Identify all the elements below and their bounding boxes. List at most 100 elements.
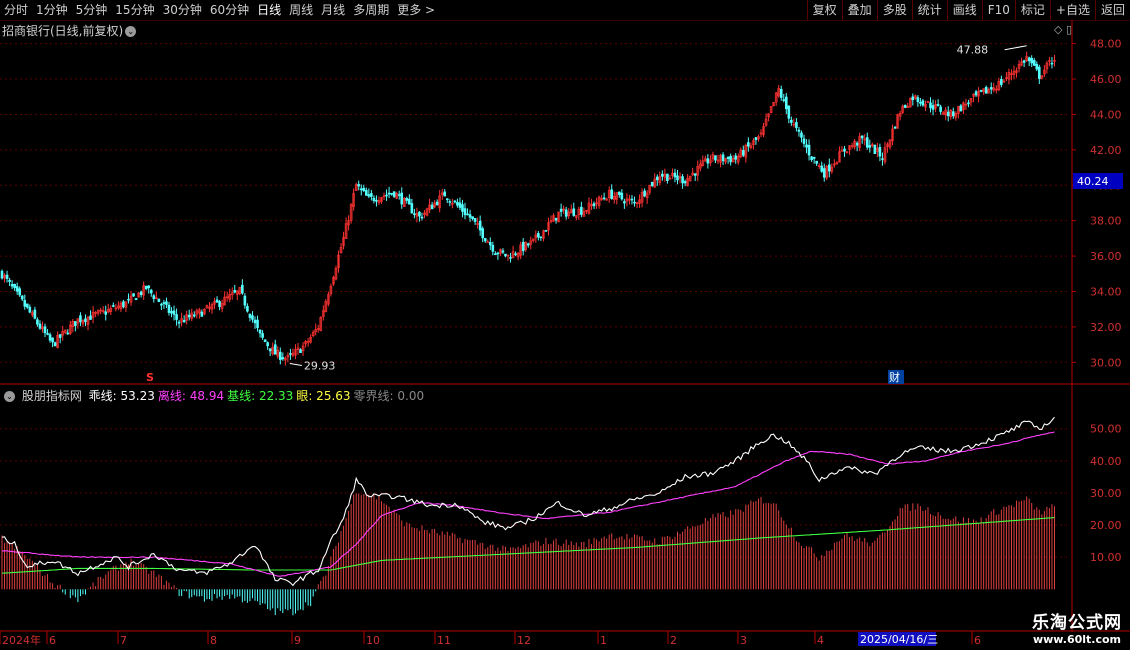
candle-body <box>281 357 285 360</box>
tab-10[interactable]: 更多 > <box>397 3 436 17</box>
candle-body <box>557 211 560 223</box>
tab-4[interactable]: 30分钟 <box>162 3 202 17</box>
candle-body <box>1030 57 1034 64</box>
candle-body <box>405 198 409 201</box>
candle-body <box>352 193 355 207</box>
tab-8[interactable]: 月线 <box>321 3 346 17</box>
candle-body <box>160 303 163 306</box>
candle-body <box>445 198 449 201</box>
candle-body <box>903 104 907 108</box>
candle-body <box>954 113 958 118</box>
candle-body <box>539 236 543 239</box>
candle-body <box>79 315 82 323</box>
indicator-legend-1: 离线: 48.94 <box>157 389 225 403</box>
candle-body <box>28 306 32 313</box>
candle-body <box>559 208 563 212</box>
candle-body <box>1035 63 1039 70</box>
toolbar-button-7[interactable]: +自选 <box>1049 0 1095 20</box>
candle-body <box>741 150 745 156</box>
candle-body <box>944 109 947 116</box>
diamond-icon[interactable]: ◇ <box>1053 23 1063 36</box>
low-label-arrow <box>289 363 302 367</box>
indicator-dropdown-icon[interactable]: ⌄ <box>4 391 15 402</box>
tab-2[interactable]: 5分钟 <box>75 3 108 17</box>
tab-1[interactable]: 1分钟 <box>36 3 68 17</box>
candle-body <box>304 341 307 345</box>
dropdown-circle-icon[interactable]: ⌄ <box>125 26 137 37</box>
toolbar-button-4[interactable]: 画线 <box>946 0 982 20</box>
candle-body <box>251 315 254 320</box>
candle-body <box>678 176 682 179</box>
candle-body <box>719 154 722 163</box>
candle-body <box>1038 66 1041 79</box>
candle-body <box>504 253 507 257</box>
candle-body <box>888 139 892 148</box>
candle-body <box>577 208 581 216</box>
candle-body <box>683 181 687 184</box>
top-toolbar: 分时 1分钟 5分钟 15分钟 30分钟 60分钟 日线 周线 月线 多周期 更多 > 复权 叠加 多股… <box>0 0 1130 21</box>
candle-body <box>491 244 495 252</box>
candle-body <box>931 105 935 110</box>
candle-body <box>225 296 229 299</box>
candle-body <box>977 90 980 97</box>
candle-body <box>1012 71 1016 75</box>
x-axis-label: 1 <box>600 634 607 647</box>
candle-body <box>347 220 350 226</box>
candle-body <box>648 184 651 193</box>
candle-body <box>380 197 383 202</box>
tab-7[interactable]: 周线 <box>289 3 314 17</box>
candle-body <box>314 329 318 333</box>
tab-6[interactable]: 日线 <box>257 3 282 17</box>
candle-body <box>795 122 798 129</box>
high-label-arrow <box>1004 45 1027 51</box>
candle-body <box>615 192 619 200</box>
candle-body <box>13 283 16 289</box>
tab-0[interactable]: 分时 <box>4 3 29 17</box>
candle-body <box>714 155 717 161</box>
candle-body <box>676 175 679 181</box>
candle-body <box>762 126 765 136</box>
tab-3[interactable]: 15分钟 <box>115 3 155 17</box>
pin-icon[interactable]: ▯ <box>1065 23 1072 36</box>
main-y-tick-label: 38.00 <box>1090 215 1122 228</box>
candle-body <box>640 192 644 203</box>
candle-body <box>949 109 953 118</box>
candle-body <box>744 144 748 158</box>
chart-canvas[interactable]: 48.00 46.00 44.00 42.00 40.00 38.00 36.00 34.00… <box>0 20 1130 650</box>
candle-body <box>129 295 133 303</box>
candle-body <box>223 296 226 306</box>
toolbar-button-8[interactable]: 返回 <box>1094 0 1130 20</box>
candle-body <box>170 310 173 314</box>
toolbar-button-3[interactable]: 统计 <box>911 0 947 20</box>
candle-body <box>901 105 904 113</box>
candle-body <box>592 203 596 207</box>
candle-body <box>486 241 490 244</box>
candle-body <box>20 295 24 300</box>
toolbar-button-6[interactable]: 标记 <box>1014 0 1050 20</box>
signal-s-marker: S <box>146 371 154 384</box>
candle-body <box>820 165 824 172</box>
candle-body <box>499 249 502 254</box>
candle-body <box>1040 75 1044 79</box>
candle-body <box>494 253 497 256</box>
tab-5[interactable]: 60分钟 <box>209 3 250 17</box>
toolbar-button-0[interactable]: 复权 <box>806 0 842 20</box>
candle-body <box>914 95 917 99</box>
candle-body <box>149 289 153 294</box>
toolbar-button-2[interactable]: 多股 <box>876 0 912 20</box>
cursor-date-bg <box>858 632 936 646</box>
toolbar-button-1[interactable]: 叠加 <box>841 0 877 20</box>
candle-body <box>248 313 252 318</box>
candle-body <box>726 156 730 160</box>
candle-body <box>291 352 295 356</box>
tab-9[interactable]: 多周期 <box>353 3 390 17</box>
candle-body <box>8 279 11 282</box>
candle-body <box>66 332 70 335</box>
candle-body <box>344 223 348 239</box>
candle-body <box>342 236 345 247</box>
toolbar-button-5[interactable]: F10 <box>981 0 1015 20</box>
candle-body <box>1002 80 1006 83</box>
candle-body <box>134 298 138 301</box>
candle-body <box>316 328 320 330</box>
indicator-y-tick-label: 40.00 <box>1090 455 1122 468</box>
